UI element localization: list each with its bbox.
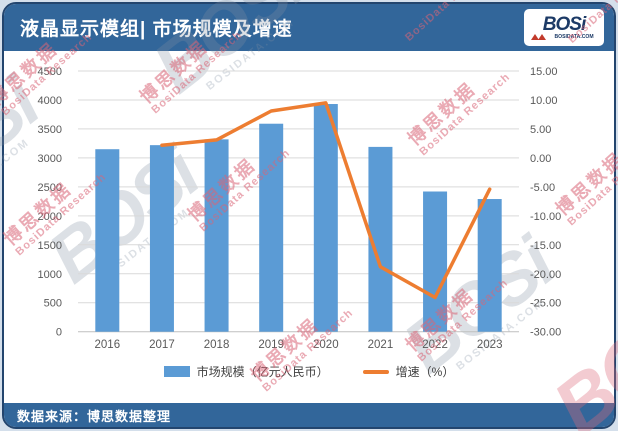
- legend-item-market-size: 市场规模（亿元人民币）: [163, 363, 329, 380]
- right-axis-tick: -20.00: [530, 269, 561, 281]
- chart-svg: 4500 15.00 4000 10.00 3500 5.00 3000 0.00 2500 -5…: [38, 66, 562, 351]
- x-axis-label-2020: 2020: [313, 339, 339, 351]
- bosi-logo: BOSi BOSIDATA.COM: [524, 9, 604, 46]
- left-axis-tick: 500: [44, 298, 62, 310]
- legend-label: 市场规模（亿元人民币）: [196, 365, 329, 379]
- footer-bar: 数据来源：博思数据整理: [4, 403, 614, 427]
- logo-brand-text: BOSi: [542, 13, 586, 35]
- bar-2022: [423, 191, 448, 332]
- bar-2023: [477, 199, 502, 332]
- right-axis-tick: -25.00: [530, 298, 561, 310]
- legend-line-swatch: [362, 369, 389, 374]
- left-axis-tick: 4000: [38, 95, 62, 107]
- data-source-text: 数据来源：博思数据整理: [17, 408, 172, 424]
- header-bar: 液晶显示模组| 市场规模及增速 BOSi BOSIDATA.COM: [4, 4, 614, 51]
- x-axis-label-2017: 2017: [149, 339, 175, 351]
- logo-triangle-icon: [530, 33, 539, 40]
- growth-line: [160, 101, 492, 300]
- x-axis-label-2021: 2021: [368, 339, 394, 351]
- left-axis-tick: 4500: [38, 66, 62, 78]
- x-axis-label-2023: 2023: [477, 339, 503, 351]
- bar-2019: [259, 123, 284, 332]
- bar-2020: [313, 104, 338, 332]
- x-axis-label-2019: 2019: [258, 339, 284, 351]
- right-axis-tick: 0.00: [530, 153, 551, 165]
- x-axis-label-2022: 2022: [422, 339, 448, 351]
- legend-bar-swatch: [163, 366, 190, 377]
- bar-2018: [204, 139, 229, 332]
- x-axis-label-2016: 2016: [95, 339, 121, 351]
- right-axis-tick: -30.00: [530, 327, 561, 339]
- bar-2017: [149, 145, 174, 332]
- left-axis-tick: 2000: [38, 211, 62, 223]
- right-axis-tick: 15.00: [530, 66, 558, 78]
- left-axis-tick: 3500: [38, 124, 62, 136]
- right-axis-tick: -15.00: [530, 240, 561, 252]
- left-axis-tick: 3000: [38, 153, 62, 165]
- logo-domain-text: BOSIDATA.COM: [554, 33, 594, 40]
- page-title: 液晶显示模组| 市场规模及增速: [20, 19, 293, 40]
- logo-triangle-icon: [537, 33, 546, 40]
- left-axis-tick: 0: [56, 327, 62, 339]
- right-axis-tick: 10.00: [530, 95, 558, 107]
- x-axis-label-2018: 2018: [204, 339, 230, 351]
- chart-legend: 市场规模（亿元人民币） 增速（%）: [0, 363, 618, 380]
- right-axis-tick: 5.00: [530, 124, 551, 136]
- left-axis-tick: 2500: [38, 182, 62, 194]
- legend-label: 增速（%）: [395, 365, 455, 379]
- left-axis-tick: 1500: [38, 240, 62, 252]
- right-axis-tick: -5.00: [530, 182, 555, 194]
- left-axis-tick: 1000: [38, 269, 62, 281]
- right-axis-tick: -10.00: [530, 211, 561, 223]
- bar-2016: [95, 149, 120, 332]
- legend-item-growth: 增速（%）: [362, 363, 455, 380]
